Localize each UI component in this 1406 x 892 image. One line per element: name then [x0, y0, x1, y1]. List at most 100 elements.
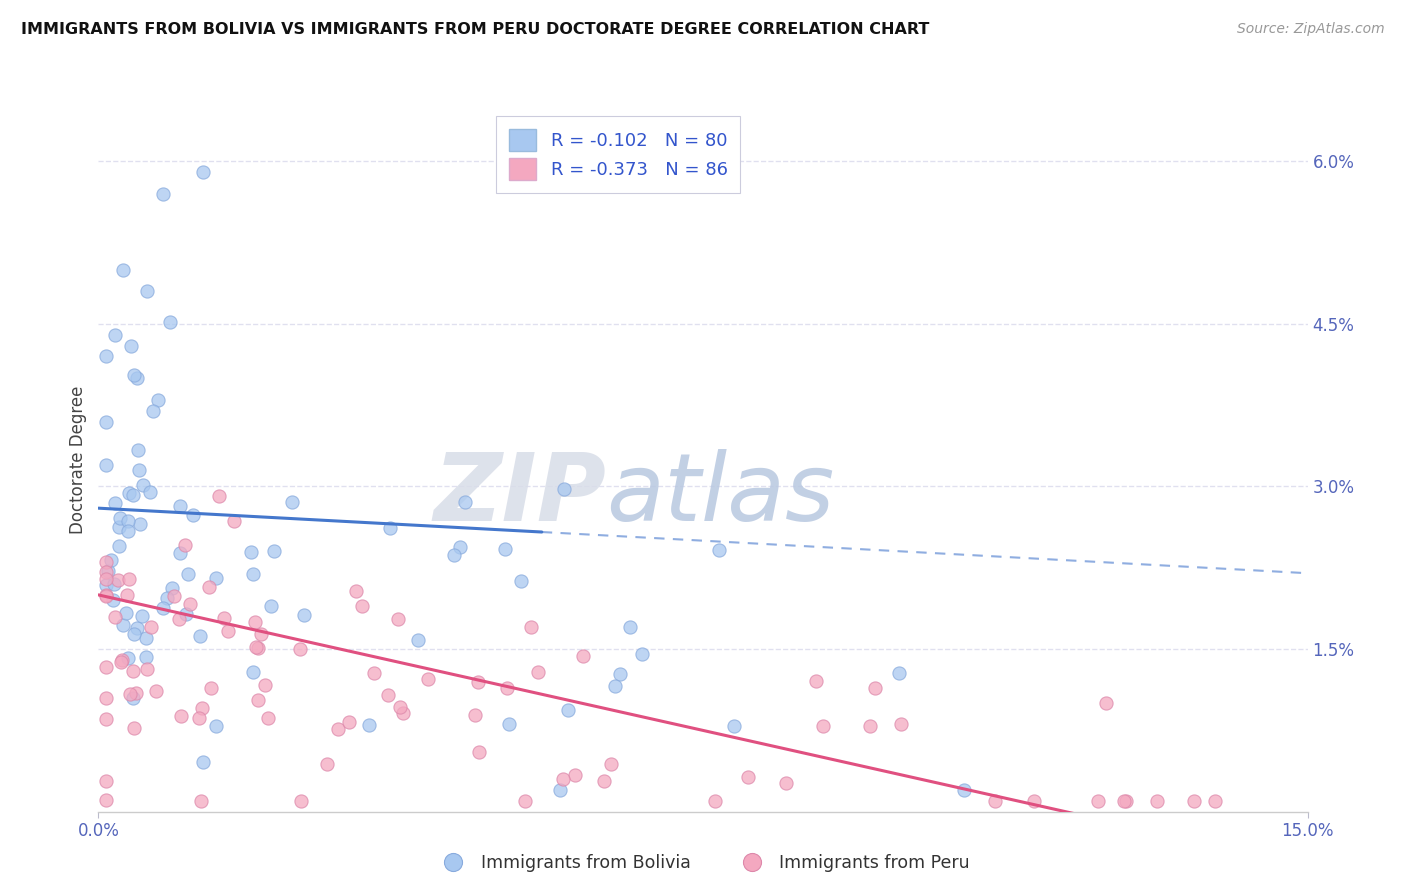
Point	[111, 262, 134, 277]
Point	[104, 496, 127, 510]
Point	[775, 775, 797, 789]
Point	[704, 794, 727, 808]
Point	[110, 656, 132, 670]
Point	[548, 783, 571, 797]
Point	[96, 774, 118, 789]
Point	[811, 718, 834, 732]
Point	[127, 622, 149, 636]
Point	[96, 589, 118, 603]
Point	[96, 660, 118, 674]
Point	[103, 577, 125, 591]
Y-axis label: Doctorate Degree: Doctorate Degree	[69, 385, 87, 533]
Point	[118, 486, 141, 500]
Point	[136, 662, 159, 676]
Point	[315, 756, 337, 771]
Point	[723, 719, 745, 733]
Point	[1146, 794, 1168, 808]
Point	[115, 588, 138, 602]
Point	[129, 516, 152, 531]
Point	[526, 665, 548, 680]
Point	[135, 285, 157, 299]
Point	[865, 681, 887, 695]
Point	[208, 489, 231, 503]
Point	[240, 545, 263, 559]
Point	[389, 700, 412, 714]
Point	[132, 478, 155, 492]
Point	[100, 553, 122, 567]
Point	[103, 327, 125, 342]
Point	[146, 392, 169, 407]
Point	[96, 588, 118, 602]
Point	[145, 684, 167, 698]
Point	[107, 520, 129, 534]
Point	[142, 404, 165, 418]
Point	[572, 649, 595, 664]
Point	[328, 723, 350, 737]
Point	[377, 688, 399, 702]
Point	[135, 631, 157, 645]
Point	[281, 495, 304, 509]
Point	[217, 624, 239, 638]
Point	[111, 653, 134, 667]
Point	[406, 632, 429, 647]
Point	[96, 792, 118, 806]
Point	[449, 540, 471, 554]
Point	[103, 609, 125, 624]
Point	[254, 678, 277, 692]
Point	[557, 703, 579, 717]
Point	[122, 627, 145, 641]
Point	[117, 514, 139, 528]
Point	[96, 350, 118, 364]
Point	[96, 458, 118, 473]
Point	[160, 581, 183, 595]
Point	[359, 718, 381, 732]
Point	[121, 690, 143, 705]
Point	[200, 681, 222, 695]
Point	[257, 711, 280, 725]
Point	[156, 591, 179, 605]
Point	[96, 712, 118, 726]
Point	[96, 578, 118, 592]
Point	[204, 719, 226, 733]
Point	[96, 565, 118, 579]
Point	[242, 566, 264, 581]
Point	[122, 721, 145, 735]
Point	[352, 599, 374, 614]
Point	[187, 711, 209, 725]
Point	[609, 667, 631, 681]
Point	[177, 566, 200, 581]
Point	[96, 415, 118, 429]
Point	[108, 539, 131, 553]
Point	[110, 511, 132, 525]
Point	[806, 673, 828, 688]
Legend: Immigrants from Bolivia, Immigrants from Peru: Immigrants from Bolivia, Immigrants from…	[429, 847, 977, 879]
Point	[392, 706, 415, 720]
Point	[190, 628, 212, 642]
Text: ZIP: ZIP	[433, 449, 606, 541]
Point	[190, 700, 212, 714]
Point	[737, 770, 759, 784]
Point	[288, 642, 311, 657]
Point	[135, 649, 157, 664]
Point	[454, 494, 477, 508]
Point	[173, 538, 195, 552]
Point	[245, 640, 267, 654]
Point	[1087, 794, 1109, 808]
Point	[1115, 794, 1137, 808]
Point	[603, 679, 626, 693]
Point	[564, 768, 586, 782]
Text: IMMIGRANTS FROM BOLIVIA VS IMMIGRANTS FROM PERU DOCTORATE DEGREE CORRELATION CHA: IMMIGRANTS FROM BOLIVIA VS IMMIGRANTS FR…	[21, 22, 929, 37]
Point	[222, 515, 245, 529]
Point	[551, 772, 574, 786]
Point	[247, 692, 270, 706]
Point	[163, 589, 186, 603]
Point	[290, 794, 312, 808]
Point	[363, 665, 385, 680]
Point	[103, 593, 125, 607]
Point	[181, 508, 204, 523]
Point	[246, 641, 269, 656]
Point	[152, 186, 174, 201]
Point	[174, 607, 197, 622]
Point	[600, 756, 623, 771]
Point	[553, 482, 575, 496]
